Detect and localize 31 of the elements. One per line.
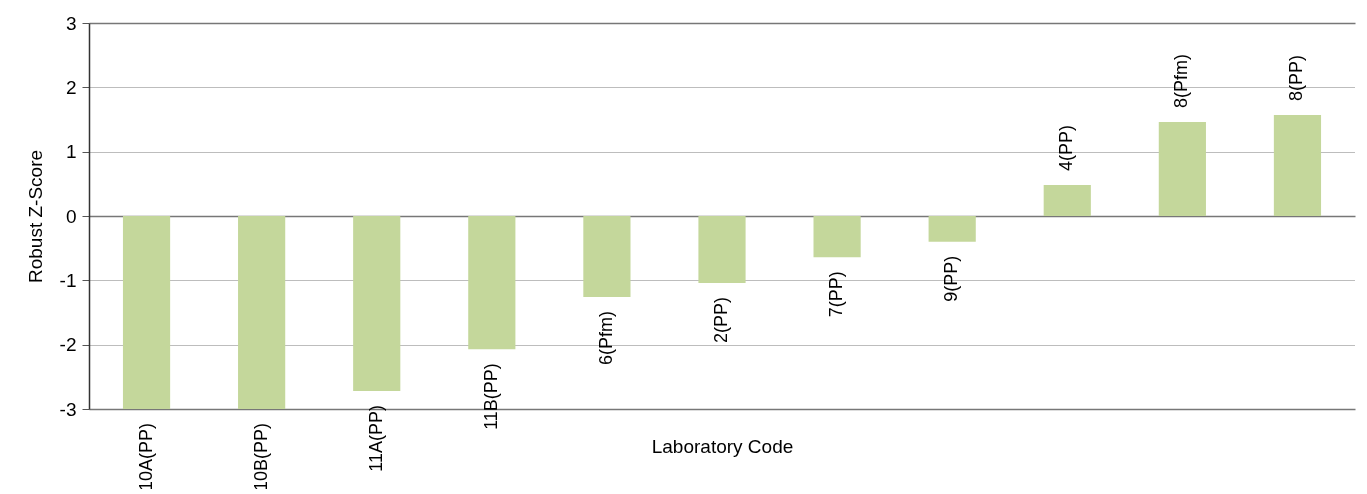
bar [122,216,171,409]
bar [928,216,976,242]
bar [813,216,861,258]
y-axis-title: Robust Z-Score [24,149,46,284]
x-tick-label: 11B(PP) [480,363,501,430]
bar [353,216,401,391]
x-tick-label: 10A(PP) [135,423,156,492]
x-tick-label: 7(PP) [826,271,847,318]
x-tick-label: 10B(PP) [250,423,271,492]
y-tick-label: 1 [65,141,77,163]
bar [698,216,746,283]
bar [1043,185,1091,216]
x-tick-label: 2(PP) [711,296,731,343]
bar [1158,122,1206,216]
x-tick-label: 9(PP) [941,255,962,302]
x-tick-label: 8(PP) [1286,54,1307,101]
y-tick-label: -2 [59,334,77,356]
x-tick-label: 11A(PP) [365,404,386,472]
y-tick-label: -3 [59,398,77,420]
y-tick-label: 0 [65,205,77,227]
x-tick-label: 6(Pfm) [595,311,616,366]
y-tick-label: 2 [65,76,77,98]
y-tick-label: 3 [65,12,77,34]
x-axis-title: Laboratory Code [651,435,794,457]
bar [238,216,286,409]
bar [1273,115,1322,216]
bar [468,216,516,350]
x-tick-label: 8(Pfm) [1171,54,1192,109]
x-tick-label: 4(PP) [1056,125,1077,172]
bar [583,216,631,298]
y-tick-label: -1 [59,269,77,291]
